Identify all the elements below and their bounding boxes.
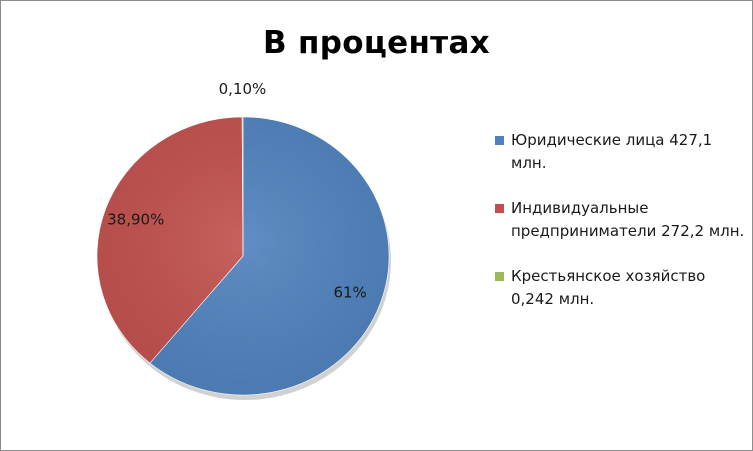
data-label-entrepreneurs: 38,90% xyxy=(107,211,164,229)
legend-item-entrepreneurs: Индивидуальные предприниматели 272,2 млн… xyxy=(495,197,745,243)
legend-item-legal-entities: Юридические лица 427,1 млн. xyxy=(495,129,745,175)
data-label-farms: 0,10% xyxy=(219,80,267,98)
legend-label: Индивидуальные предприниматели 272,2 млн… xyxy=(511,199,745,240)
legend-swatch-green xyxy=(495,272,504,281)
legend-label: Крестьянское хозяйство 0,242 млн. xyxy=(511,267,706,308)
chart-legend: Юридические лица 427,1 млн. Индивидуальн… xyxy=(495,129,745,333)
legend-swatch-red xyxy=(495,204,504,213)
chart-title: В процентах xyxy=(263,25,490,61)
legend-item-farms: Крестьянское хозяйство 0,242 млн. xyxy=(495,265,745,311)
legend-swatch-blue xyxy=(495,136,504,145)
data-label-legal-entities: 61% xyxy=(333,284,366,302)
legend-label: Юридические лица 427,1 млн. xyxy=(511,131,713,172)
